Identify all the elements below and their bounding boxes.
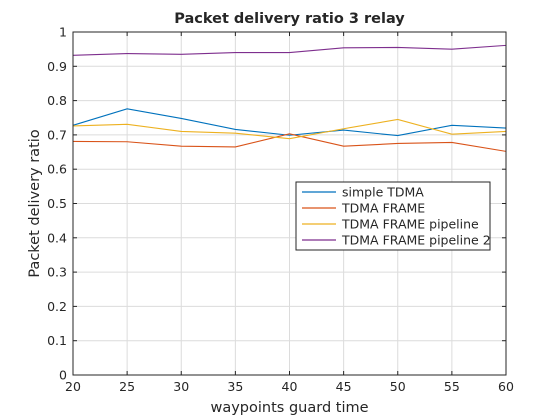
series-line-2 (72, 133, 507, 152)
x-tick-label: 50 (390, 379, 406, 394)
y-tick-label: 0 (59, 368, 67, 383)
legend-entry: TDMA FRAME (341, 201, 425, 216)
series-line-4 (72, 44, 507, 56)
y-tick-label: 0.1 (47, 333, 67, 348)
x-tick-label: 25 (119, 379, 135, 394)
y-tick-label: 1 (59, 25, 67, 40)
y-tick-label: 0.2 (47, 299, 67, 314)
y-tick-label: 0.6 (47, 162, 67, 177)
y-tick-label: 0.7 (47, 127, 67, 142)
x-tick-label: 40 (282, 379, 298, 394)
x-axis-label: waypoints guard time (210, 400, 368, 416)
y-axis-label: Packet delivery ratio (27, 129, 43, 277)
x-tick-label: 30 (173, 379, 189, 394)
x-tick-label: 35 (227, 379, 243, 394)
y-tick-label: 0.8 (47, 93, 67, 108)
x-tick-label: 55 (444, 379, 460, 394)
axis-ticks: 20 25 30 35 40 45 50 55 60 0 0.1 0.2 0.3 0.4 0.5 0.6 0.7… (47, 25, 514, 395)
x-tick-label: 45 (336, 379, 352, 394)
series-lines (72, 44, 507, 152)
legend-entry: simple TDMA (342, 185, 424, 200)
y-tick-label: 0.4 (47, 230, 67, 245)
y-tick-label: 0.9 (47, 59, 67, 74)
y-tick-label: 0.5 (47, 196, 67, 211)
y-tick-label: 0.3 (47, 265, 67, 280)
x-tick-label: 20 (65, 379, 81, 394)
x-tick-label: 60 (498, 379, 514, 394)
legend-entry: TDMA FRAME pipeline 2 (341, 233, 491, 248)
legend-box (295, 181, 491, 251)
series-line-3 (72, 118, 507, 140)
legend-entry: TDMA FRAME pipeline (341, 217, 479, 232)
chart-title: Packet delivery ratio 3 relay (174, 11, 405, 27)
